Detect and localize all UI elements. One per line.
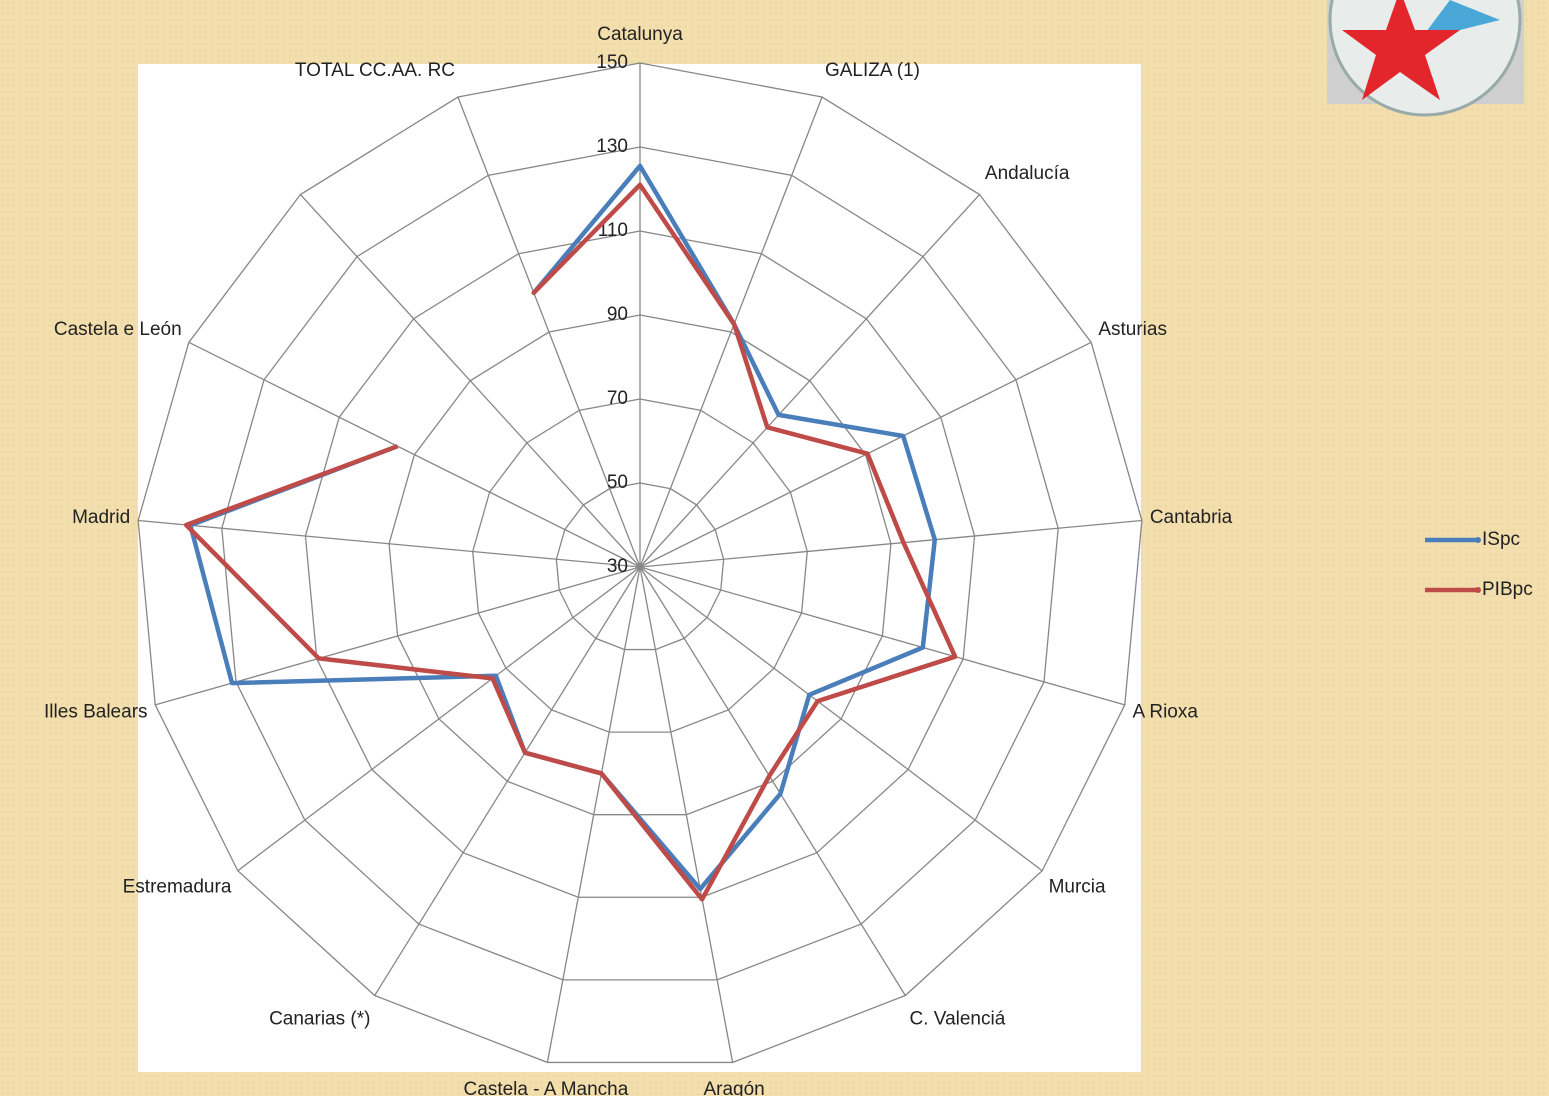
grid-ring [304, 230, 976, 898]
r-tick-label: 70 [607, 388, 628, 409]
r-tick-label: 110 [598, 220, 628, 241]
logo [1327, 0, 1524, 117]
category-label: Murcia [1049, 877, 1106, 898]
category-label: Andalucía [985, 163, 1070, 184]
spoke [639, 566, 906, 996]
spoke [188, 341, 641, 568]
grid-ring [221, 146, 1059, 981]
r-tick-label: 150 [596, 52, 628, 73]
spoke [237, 566, 641, 872]
series-line [188, 164, 938, 892]
spoke [639, 519, 1142, 568]
legend-label: PIBpc [1482, 579, 1533, 600]
category-label: Castela e León [54, 319, 182, 340]
category-label: Castela - A Mancha [464, 1079, 629, 1096]
category-label: A Rioxa [1132, 702, 1198, 723]
category-label: Madrid [72, 507, 130, 528]
r-tick-label: 30 [607, 556, 628, 577]
spoke [457, 96, 641, 568]
spoke [374, 566, 641, 996]
category-label: Asturias [1098, 319, 1167, 340]
series-line-closing [531, 182, 643, 296]
category-label: Catalunya [597, 24, 683, 45]
category-label: C. Valenciá [910, 1008, 1006, 1029]
category-label: Aragón [703, 1079, 764, 1096]
legend-swatch-end [1475, 537, 1481, 543]
spoke [299, 194, 641, 568]
category-label: Cantabria [1150, 507, 1233, 528]
category-label: TOTAL CC.AA. RC [295, 60, 455, 81]
category-label: Illes Balears [44, 702, 148, 723]
spoke [639, 96, 823, 568]
category-label: Canarias (*) [269, 1008, 370, 1029]
spoke [639, 566, 734, 1063]
grid-ring [555, 482, 725, 651]
legend-label: ISpc [1482, 529, 1520, 550]
grid-ring [388, 314, 892, 816]
spoke [639, 194, 981, 568]
grid-ring [137, 62, 1143, 1064]
legend-swatch-end [1475, 587, 1481, 593]
r-tick-label: 50 [607, 472, 628, 493]
r-tick-label: 90 [607, 304, 628, 325]
spoke [546, 566, 641, 1063]
series-line [183, 183, 958, 902]
spoke [639, 566, 1125, 706]
category-label: GALIZA (1) [825, 60, 920, 81]
spoke [639, 566, 1043, 872]
r-tick-label: 130 [596, 136, 628, 157]
grid-ring [472, 398, 808, 733]
spoke [138, 519, 641, 568]
category-label: Estremadura [123, 877, 232, 898]
